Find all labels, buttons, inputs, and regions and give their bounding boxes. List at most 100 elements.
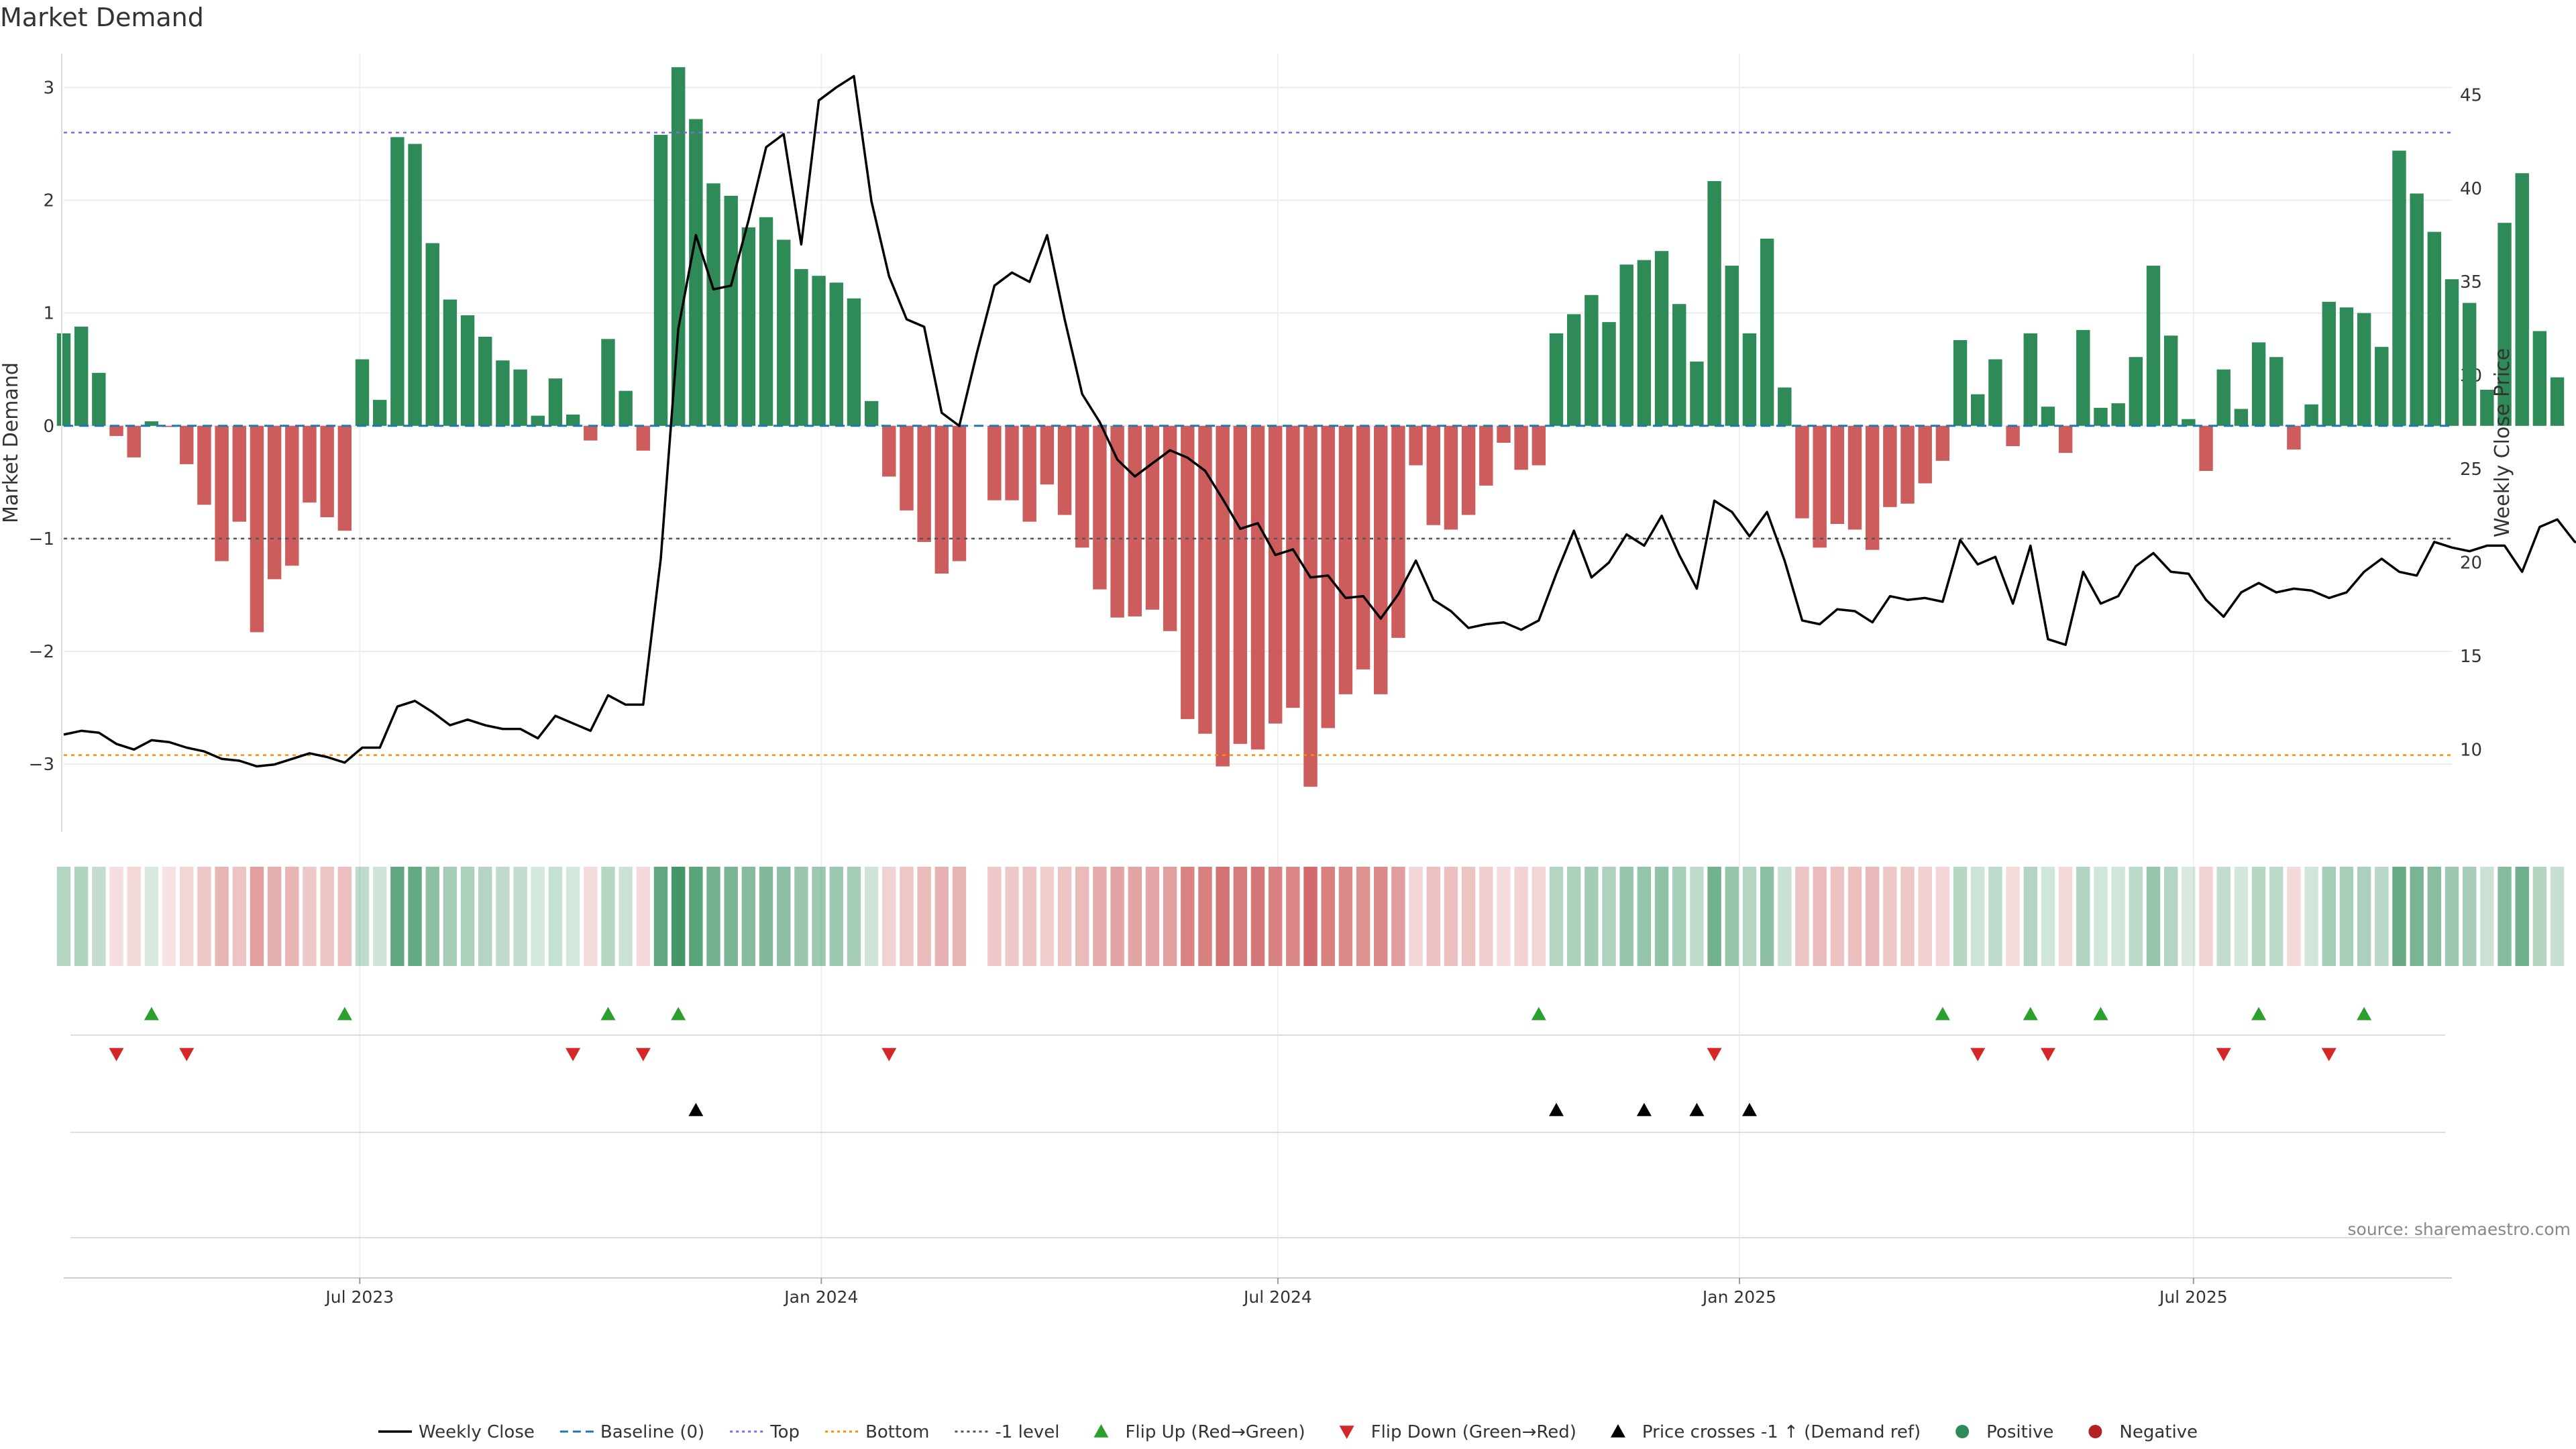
demand-strip-cell <box>689 867 703 966</box>
legend-swatch <box>1339 1426 1354 1439</box>
flip-down-marker <box>1970 1048 1986 1061</box>
demand-bar-positive <box>2410 193 2424 426</box>
flip-up-marker <box>144 1007 159 1020</box>
demand-strip-cell <box>1637 867 1652 966</box>
demand-strip-cell <box>1971 867 1985 966</box>
demand-bar-positive <box>1602 322 1616 426</box>
demand-bar-positive <box>812 276 826 426</box>
demand-strip-cell <box>2163 867 2178 966</box>
demand-strip-cell <box>390 867 405 966</box>
demand-bar-positive <box>2357 313 2371 426</box>
y-tick-label: 0 <box>43 417 54 437</box>
demand-bar-negative <box>1426 425 1440 525</box>
demand-bar-negative <box>1057 425 1072 515</box>
demand-strip-cell <box>1110 867 1124 966</box>
demand-bar-positive <box>1953 340 1968 426</box>
demand-strip-cell <box>2041 867 2055 966</box>
demand-bar-positive <box>1690 361 1704 426</box>
demand-bar-positive <box>2023 333 2037 426</box>
demand-strip-cell <box>1022 867 1036 966</box>
demand-strip-cell <box>917 867 931 966</box>
demand-bar-positive <box>619 390 633 426</box>
legend-label: -1 level <box>995 1422 1059 1442</box>
demand-strip-cell <box>1725 867 1739 966</box>
demand-bar-negative <box>1128 425 1142 616</box>
demand-bar-positive <box>794 269 808 426</box>
price-cross-marker <box>1549 1103 1564 1116</box>
flip-down-marker <box>881 1048 897 1061</box>
demand-strip-cell <box>1532 867 1546 966</box>
demand-bar-negative <box>109 425 123 436</box>
demand-strip-cell <box>1338 867 1353 966</box>
demand-bar-positive <box>390 137 405 426</box>
demand-bar-positive <box>1707 180 1721 426</box>
demand-bar-negative <box>127 425 141 458</box>
flip-up-marker <box>337 1007 352 1020</box>
demand-strip-cell <box>584 867 598 966</box>
demand-bar-positive <box>2462 303 2477 426</box>
demand-bar-positive <box>548 378 563 426</box>
demand-bar-negative <box>1847 425 1862 530</box>
demand-strip-cell <box>900 867 914 966</box>
legend-label: Flip Down (Green→Red) <box>1371 1422 1576 1442</box>
demand-strip-cell <box>1356 867 1371 966</box>
demand-strip-cell <box>671 867 686 966</box>
legend-label: Flip Up (Red→Green) <box>1125 1422 1305 1442</box>
demand-bar-negative <box>1900 425 1915 504</box>
demand-strip-cell <box>215 867 229 966</box>
demand-bar-positive <box>601 339 615 426</box>
demand-strip-cell <box>355 867 370 966</box>
demand-strip-cell <box>2182 867 2196 966</box>
demand-strip-cell <box>1988 867 2002 966</box>
flip-up-marker <box>2357 1007 2372 1020</box>
demand-strip-cell <box>1847 867 1862 966</box>
demand-bar-negative <box>917 425 931 542</box>
flip-up-marker <box>600 1007 616 1020</box>
demand-bar-negative <box>1532 425 1546 466</box>
demand-bar-negative <box>900 425 914 511</box>
demand-bar-positive <box>2427 231 2442 426</box>
demand-strip-cell <box>2199 867 2213 966</box>
demand-bar-negative <box>1233 425 1248 744</box>
demand-bar-positive <box>2392 150 2406 426</box>
demand-strip-cell <box>531 867 545 966</box>
demand-bar-negative <box>1830 425 1845 525</box>
demand-strip-cell <box>162 867 176 966</box>
demand-bar-negative <box>303 425 317 503</box>
demand-strip-cell <box>2146 867 2161 966</box>
demand-strip-cell <box>812 867 826 966</box>
demand-bar-positive <box>1725 266 1739 426</box>
demand-bar-positive <box>2146 266 2161 426</box>
demand-bar-positive <box>1619 264 1633 426</box>
demand-strip-cell <box>2357 867 2371 966</box>
price-cross-marker <box>1741 1103 1757 1116</box>
demand-bar-positive <box>372 400 387 426</box>
flip-up-marker <box>2023 1007 2038 1020</box>
demand-strip-cell <box>2410 867 2424 966</box>
demand-strip-cell <box>285 867 299 966</box>
demand-bar-positive <box>1549 333 1564 426</box>
demand-bar-positive <box>741 227 756 426</box>
weekly-close-line <box>63 74 2576 768</box>
demand-bar-negative <box>180 425 194 464</box>
demand-strip-cell <box>1444 867 1458 966</box>
demand-strip-cell <box>548 867 563 966</box>
demand-bar-negative <box>285 425 299 566</box>
demand-strip-cell <box>1918 867 1932 966</box>
demand-strip-cell <box>337 867 352 966</box>
demand-strip-cell <box>1497 867 1511 966</box>
demand-strip-cell <box>496 867 510 966</box>
demand-strip-cell <box>2129 867 2143 966</box>
demand-bar-positive <box>706 183 720 426</box>
demand-bar-positive <box>144 421 159 426</box>
demand-bar-negative <box>934 425 949 574</box>
demand-bar-negative <box>1093 425 1107 590</box>
demand-strip-cell <box>1163 867 1177 966</box>
demand-bar-negative <box>2287 425 2301 450</box>
demand-bar-positive <box>513 369 527 426</box>
demand-strip-cell <box>1585 867 1599 966</box>
demand-bar-positive <box>777 239 791 426</box>
flip-down-marker <box>2321 1048 2337 1061</box>
demand-bar-negative <box>197 425 211 505</box>
flip-down-marker <box>566 1048 581 1061</box>
